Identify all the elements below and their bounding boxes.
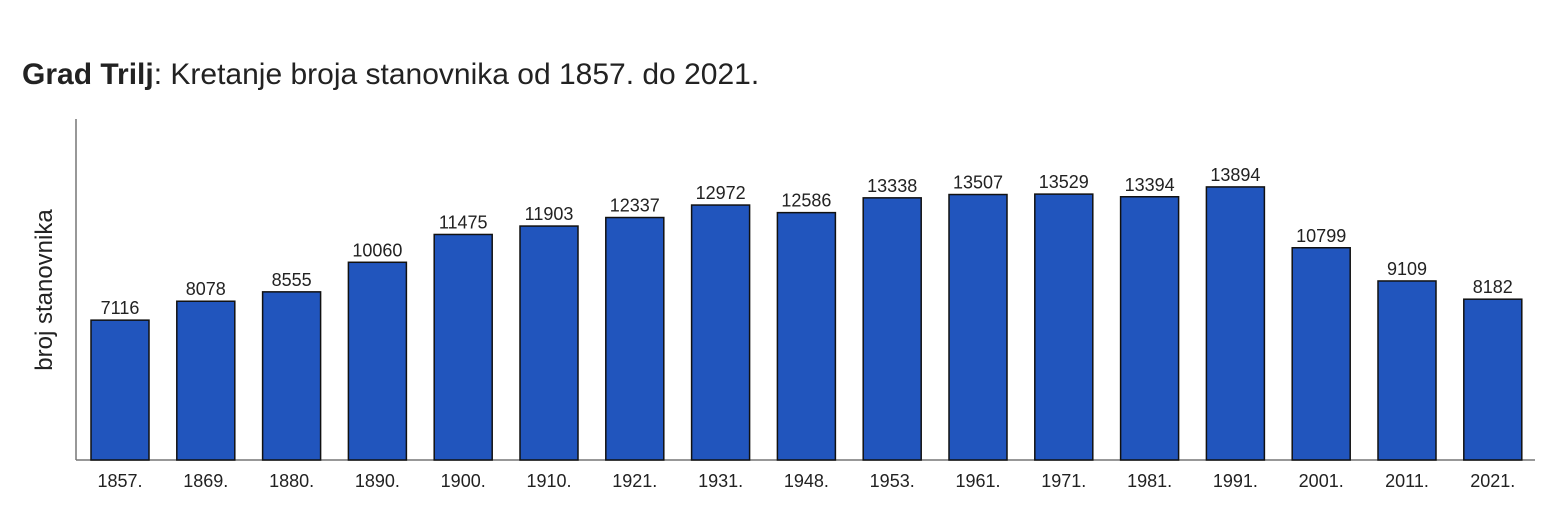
x-tick-label: 1857. [97, 471, 142, 491]
bar-1971 [1034, 193, 1094, 461]
data-label: 13338 [867, 176, 917, 196]
bar-1948 [776, 211, 837, 461]
x-tick-label: 2011. [1385, 471, 1429, 491]
data-label: 10799 [1296, 226, 1346, 246]
x-tick-label: 1948. [784, 471, 829, 491]
data-label: 8182 [1473, 277, 1513, 297]
x-tick-label: 1981. [1127, 471, 1172, 491]
data-label: 9109 [1387, 259, 1427, 279]
data-label: 13394 [1125, 175, 1175, 195]
chart-title: Grad Trilj: Kretanje broja stanovnika od… [22, 58, 759, 92]
bar-1910 [519, 225, 579, 461]
x-tick-label: 1953. [870, 471, 915, 491]
bar-1857 [90, 319, 150, 461]
x-tick-label: 1971. [1041, 471, 1086, 491]
x-tick-label: 2001. [1299, 471, 1344, 491]
x-tick-label: 1880. [269, 471, 314, 491]
data-label: 8555 [272, 270, 312, 290]
data-label: 13529 [1039, 172, 1089, 192]
bar-1953 [862, 197, 922, 461]
x-tick-label: 1890. [355, 471, 400, 491]
bar-1961 [948, 193, 1008, 461]
x-tick-label: 2021. [1470, 471, 1515, 491]
data-label: 11475 [439, 212, 488, 232]
y-axis-label: broj stanovnika [31, 209, 58, 371]
x-tick-label: 1900. [441, 471, 486, 491]
bar-2001 [1291, 247, 1351, 461]
bar-1991 [1205, 186, 1266, 461]
x-tick-label: 1931. [698, 471, 743, 491]
data-label: 12972 [696, 183, 746, 203]
data-label: 11903 [525, 204, 574, 224]
data-label: 12337 [610, 196, 660, 216]
data-label: 13894 [1210, 165, 1260, 185]
x-tick-label: 1869. [183, 471, 228, 491]
bar-2021 [1463, 298, 1523, 461]
bar-2011 [1377, 280, 1437, 461]
x-tick-label: 1961. [955, 471, 1000, 491]
x-tick-label: 1991. [1213, 471, 1258, 491]
data-label: 13507 [953, 173, 1003, 193]
data-label: 12586 [781, 191, 831, 211]
data-label: 8078 [186, 279, 226, 299]
x-tick-label: 1921. [612, 471, 657, 491]
bar-1981 [1119, 196, 1180, 461]
data-label: 10060 [352, 240, 402, 260]
bar-1890 [347, 261, 408, 461]
chart-title-bold: Grad Trilj [22, 58, 154, 91]
bar-1921 [605, 216, 665, 461]
chart-title-rest: : Kretanje broja stanovnika od 1857. do … [153, 58, 760, 91]
bar-1869 [176, 300, 236, 461]
data-label: 7116 [101, 298, 140, 318]
bar-1880 [261, 291, 322, 461]
bar-1900 [433, 233, 493, 461]
bar-1931 [690, 204, 751, 461]
x-tick-label: 1910. [526, 471, 571, 491]
